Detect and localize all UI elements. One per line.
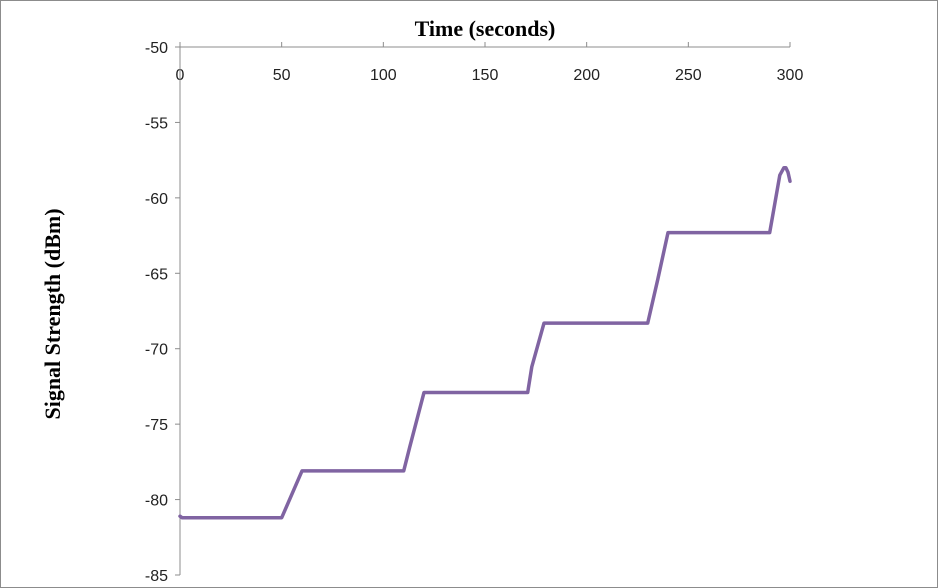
- y-tick-label: -65: [145, 266, 168, 283]
- y-tick-label: -75: [145, 417, 168, 434]
- y-tick-label: -85: [145, 568, 168, 585]
- y-tick-label: -80: [145, 493, 168, 510]
- series-line: [178, 165, 792, 520]
- x-tick-label: 200: [573, 67, 600, 84]
- y-tick-label: -50: [145, 40, 168, 57]
- x-axis-ticks: 0 50 100 150 200 250 300: [176, 42, 804, 84]
- x-tick-label: 150: [472, 67, 499, 84]
- x-tick-label: 50: [273, 67, 291, 84]
- x-tick-label: 100: [370, 67, 397, 84]
- x-tick-label: 250: [675, 67, 702, 84]
- x-tick-label: 300: [777, 67, 804, 84]
- y-tick-label: -55: [145, 115, 168, 132]
- series-group: [178, 165, 792, 520]
- y-axis-ticks: -50 -55 -60 -65 -70 -75 -80 -85: [145, 40, 180, 585]
- y-tick-label: -70: [145, 342, 168, 359]
- y-axis-title: Signal Strength (dBm): [40, 208, 65, 419]
- y-tick-label: -60: [145, 191, 168, 208]
- x-axis-title: Time (seconds): [415, 16, 556, 41]
